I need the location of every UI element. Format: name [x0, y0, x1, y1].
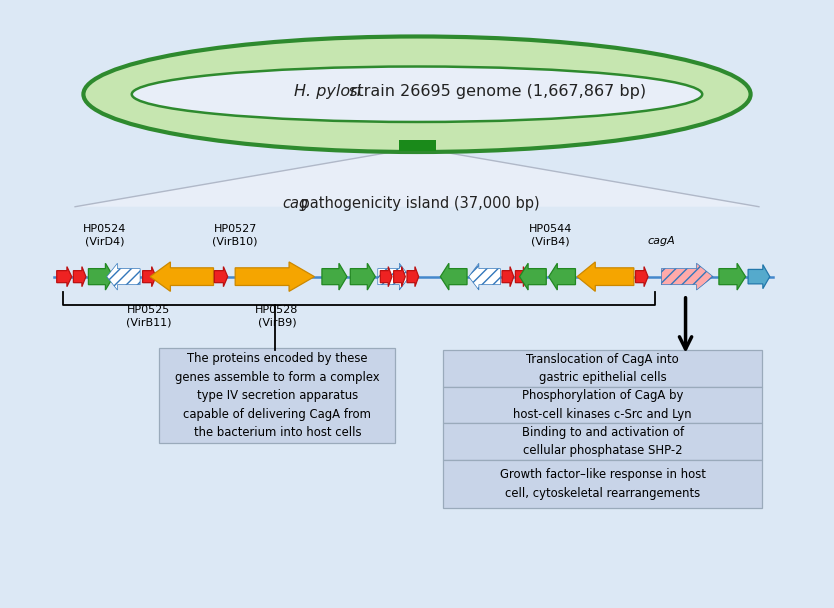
Text: H. pylori: H. pylori	[294, 84, 362, 98]
Polygon shape	[636, 266, 648, 287]
Text: cagA: cagA	[647, 237, 676, 246]
Polygon shape	[407, 266, 419, 287]
Polygon shape	[214, 266, 228, 287]
Polygon shape	[380, 266, 392, 287]
Polygon shape	[107, 263, 140, 290]
Text: cag: cag	[282, 196, 308, 211]
Polygon shape	[469, 263, 500, 290]
Polygon shape	[88, 263, 113, 290]
Ellipse shape	[132, 66, 702, 122]
Polygon shape	[515, 266, 527, 287]
Bar	[399, 140, 436, 151]
Polygon shape	[57, 266, 72, 287]
Text: HP0528
(VirB9): HP0528 (VirB9)	[255, 305, 299, 327]
Polygon shape	[520, 263, 546, 290]
Text: Growth factor–like response in host
cell, cytoskeletal rearrangements: Growth factor–like response in host cell…	[500, 468, 706, 500]
Polygon shape	[322, 263, 347, 290]
Text: strain 26695 genome (1,667,867 bp): strain 26695 genome (1,667,867 bp)	[344, 84, 646, 98]
Text: Binding to and activation of
cellular phosphatase SHP-2: Binding to and activation of cellular ph…	[521, 426, 684, 457]
Polygon shape	[350, 263, 375, 290]
Polygon shape	[748, 264, 770, 289]
Polygon shape	[440, 263, 467, 290]
Polygon shape	[75, 151, 759, 207]
Text: Phosphorylation of CagA by
host-cell kinases c-Src and Lyn: Phosphorylation of CagA by host-cell kin…	[513, 389, 692, 421]
Text: pathogenicity island (37,000 bp): pathogenicity island (37,000 bp)	[282, 196, 540, 211]
Polygon shape	[73, 266, 86, 287]
Polygon shape	[577, 262, 634, 291]
FancyBboxPatch shape	[443, 423, 762, 460]
Text: Translocation of CagA into
gastric epithelial cells: Translocation of CagA into gastric epith…	[526, 353, 679, 384]
FancyBboxPatch shape	[443, 387, 762, 423]
Polygon shape	[143, 266, 156, 287]
Polygon shape	[549, 263, 575, 290]
FancyBboxPatch shape	[443, 350, 762, 387]
Text: HP0525
(VirB11): HP0525 (VirB11)	[126, 305, 171, 327]
FancyBboxPatch shape	[443, 460, 762, 508]
Polygon shape	[719, 263, 746, 290]
Text: The proteins encoded by these
genes assemble to form a complex
type IV secretion: The proteins encoded by these genes asse…	[175, 352, 379, 440]
Polygon shape	[502, 266, 514, 287]
Text: HP0524
(VirD4): HP0524 (VirD4)	[83, 224, 126, 246]
Polygon shape	[661, 263, 713, 290]
Polygon shape	[150, 262, 214, 291]
Polygon shape	[378, 263, 409, 290]
Polygon shape	[235, 262, 314, 291]
Text: HP0527
(VirB10): HP0527 (VirB10)	[213, 224, 258, 246]
Text: HP0544
(VirB4): HP0544 (VirB4)	[529, 224, 572, 246]
FancyBboxPatch shape	[159, 348, 395, 443]
Polygon shape	[394, 266, 405, 287]
Ellipse shape	[83, 36, 751, 152]
